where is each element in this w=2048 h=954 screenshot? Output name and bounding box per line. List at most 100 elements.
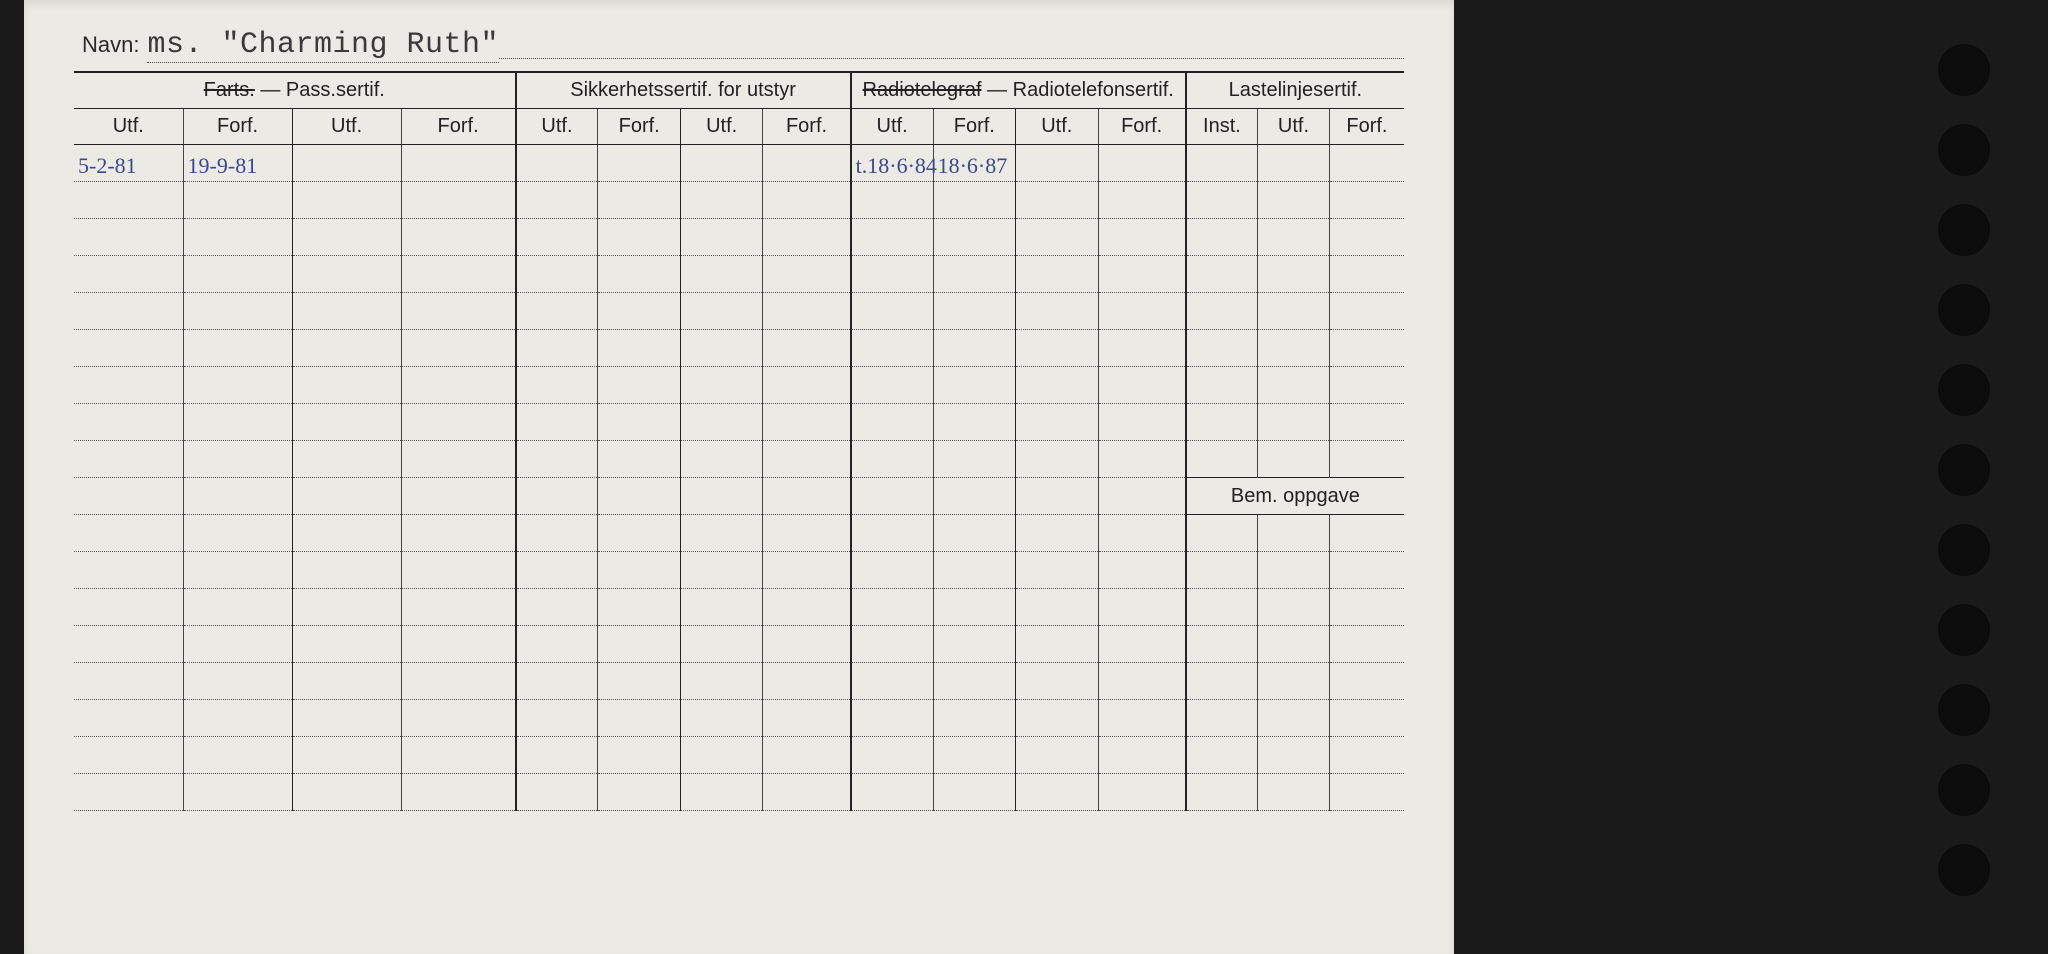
section-radio: Radiotelegraf — Radiotelefonsertif. xyxy=(851,73,1186,109)
cell xyxy=(1186,182,1258,219)
cell xyxy=(933,256,1015,293)
cell xyxy=(516,700,598,737)
cell xyxy=(598,441,680,478)
navn-label: Navn: xyxy=(82,32,139,58)
cell xyxy=(183,515,292,552)
cell xyxy=(763,737,851,774)
cell xyxy=(933,589,1015,626)
cell xyxy=(763,145,851,182)
cell xyxy=(680,256,762,293)
cell: 19-9-81 xyxy=(183,145,292,182)
table-row xyxy=(74,256,1404,293)
cell xyxy=(1329,219,1404,256)
cell xyxy=(74,182,183,219)
cell xyxy=(933,515,1015,552)
cell xyxy=(1329,256,1404,293)
table-row xyxy=(74,293,1404,330)
binder-hole xyxy=(1938,604,1990,656)
cell xyxy=(292,367,401,404)
cell xyxy=(1016,478,1098,515)
col-rad-utf1: Utf. xyxy=(851,109,933,145)
cell xyxy=(851,700,933,737)
cell xyxy=(292,663,401,700)
cell xyxy=(183,256,292,293)
cell xyxy=(74,478,183,515)
cell xyxy=(516,478,598,515)
table-row xyxy=(74,182,1404,219)
cell xyxy=(763,700,851,737)
cell xyxy=(933,367,1015,404)
binder-holes xyxy=(1938,44,1990,924)
cell xyxy=(1016,145,1098,182)
cell xyxy=(851,330,933,367)
cell xyxy=(1098,700,1186,737)
cell xyxy=(1098,219,1186,256)
cell xyxy=(933,774,1015,811)
cell xyxy=(1016,552,1098,589)
cell xyxy=(851,589,933,626)
cell xyxy=(1258,293,1330,330)
cell xyxy=(1098,663,1186,700)
cell xyxy=(763,293,851,330)
cell xyxy=(1098,478,1186,515)
cell xyxy=(1186,663,1258,700)
handwritten-entry: 19-9-81 xyxy=(188,153,288,181)
cell xyxy=(933,552,1015,589)
cell xyxy=(598,626,680,663)
cell xyxy=(1186,737,1258,774)
cell xyxy=(933,441,1015,478)
col-pass-utf2: Utf. xyxy=(292,109,401,145)
handwritten-entry: t.18·6·84 xyxy=(856,153,929,181)
binder-hole xyxy=(1938,44,1990,96)
cell xyxy=(598,256,680,293)
table-row xyxy=(74,219,1404,256)
cell xyxy=(763,626,851,663)
cell xyxy=(763,182,851,219)
bem-oppgave-header: Bem. oppgave xyxy=(1186,478,1404,515)
cell xyxy=(763,478,851,515)
cell xyxy=(1186,330,1258,367)
col-laste-forf: Forf. xyxy=(1329,109,1404,145)
cell xyxy=(598,367,680,404)
cell xyxy=(183,552,292,589)
col-laste-utf: Utf. xyxy=(1258,109,1330,145)
cell xyxy=(1016,367,1098,404)
cell xyxy=(1016,293,1098,330)
col-sik-utf2: Utf. xyxy=(680,109,762,145)
cell xyxy=(516,626,598,663)
cell xyxy=(598,663,680,700)
cell xyxy=(1098,441,1186,478)
cell xyxy=(598,182,680,219)
table-row xyxy=(74,774,1404,811)
cell xyxy=(292,330,401,367)
binder-hole xyxy=(1938,124,1990,176)
cell xyxy=(516,663,598,700)
cell xyxy=(1098,626,1186,663)
cell xyxy=(183,626,292,663)
cell xyxy=(680,145,762,182)
cell xyxy=(933,663,1015,700)
cell xyxy=(851,404,933,441)
cell xyxy=(1098,774,1186,811)
cell xyxy=(516,145,598,182)
cell xyxy=(1329,293,1404,330)
cell xyxy=(292,182,401,219)
handwritten-entry: 18·6·87 xyxy=(938,153,1011,181)
cell xyxy=(74,737,183,774)
cell xyxy=(516,404,598,441)
cell xyxy=(680,367,762,404)
cell xyxy=(1098,737,1186,774)
certificate-table: Farts. — Pass.sertif. Sikkerhetssertif. … xyxy=(74,73,1404,811)
cell xyxy=(1016,404,1098,441)
cell xyxy=(401,404,515,441)
cell xyxy=(516,182,598,219)
cell xyxy=(1329,774,1404,811)
cell xyxy=(183,700,292,737)
cell xyxy=(516,515,598,552)
cell xyxy=(183,478,292,515)
cell xyxy=(598,330,680,367)
cell xyxy=(401,441,515,478)
col-pass-forf2: Forf. xyxy=(401,109,515,145)
cell xyxy=(598,293,680,330)
cell xyxy=(74,552,183,589)
